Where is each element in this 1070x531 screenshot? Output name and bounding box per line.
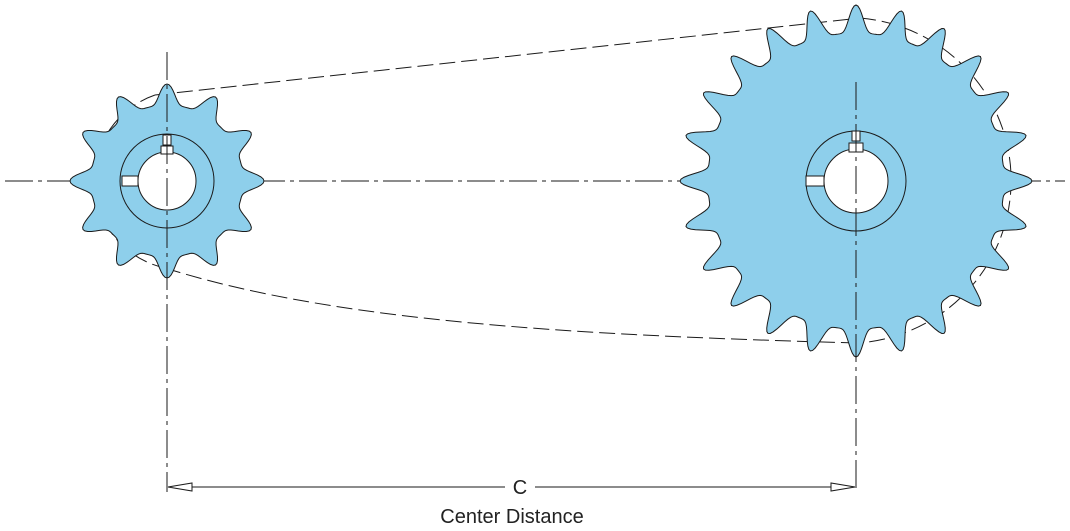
dimension-arrow-left: [167, 482, 193, 492]
center-distance-dimension: C Center Distance: [167, 477, 856, 528]
small-sprocket-setscrew: [121, 175, 139, 187]
dimension-label-c: C: [513, 477, 527, 499]
dimension-arrow-right: [830, 482, 856, 492]
chain-upper-strand: [154, 17, 861, 96]
chain-lower-strand: [164, 267, 859, 344]
large-sprocket-setscrew: [805, 175, 825, 187]
center-distance-caption: Center Distance: [440, 506, 583, 528]
